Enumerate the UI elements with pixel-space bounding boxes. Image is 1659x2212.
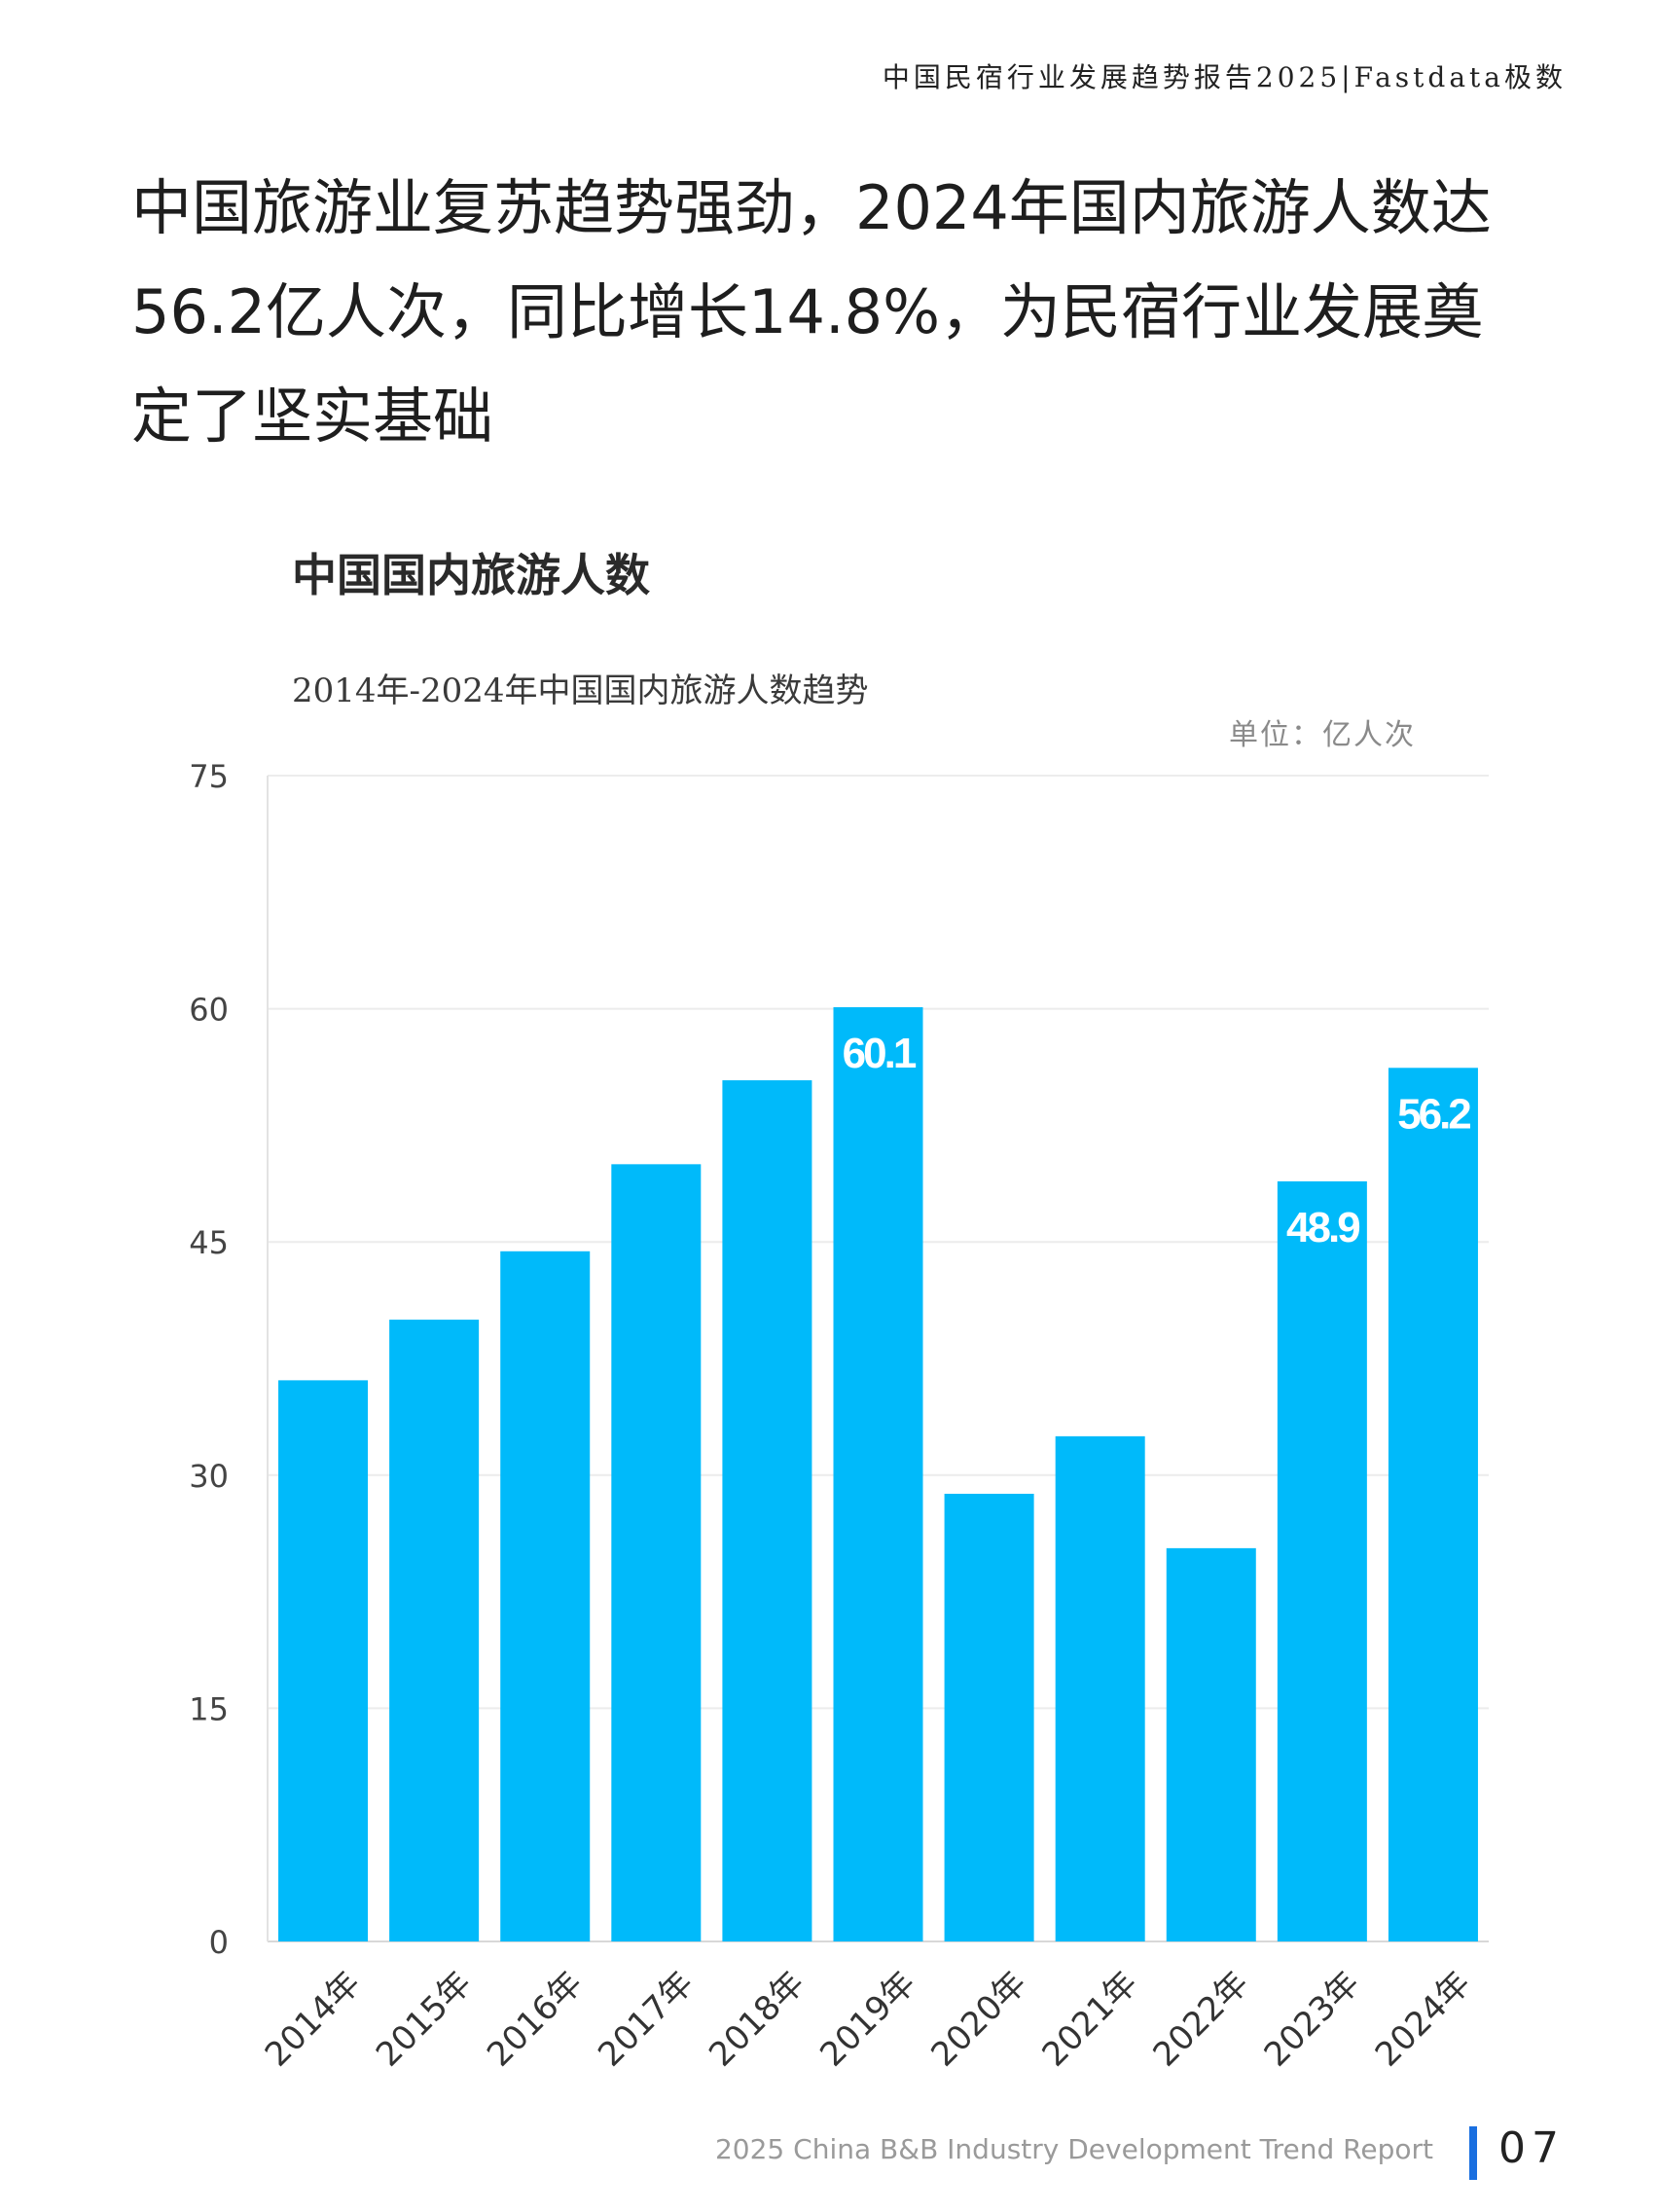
x-tick-label: 2016年 — [480, 1964, 591, 2075]
bar — [722, 1080, 812, 1941]
x-tick-label: 2020年 — [923, 1964, 1034, 2075]
bar — [833, 1007, 923, 1941]
page-number: 07 — [1498, 2123, 1565, 2173]
footer-accent-bar — [1469, 2126, 1477, 2180]
x-tick-label: 2019年 — [812, 1964, 923, 2075]
x-tick-label: 2021年 — [1035, 1964, 1146, 2075]
chart-title: 中国国内旅游人数 — [292, 549, 650, 601]
x-tick-label: 2014年 — [258, 1964, 369, 2075]
bar — [389, 1320, 480, 1941]
bar — [611, 1164, 702, 1941]
bar-data-label: 48.9 — [1286, 1204, 1359, 1251]
report-header: 中国民宿行业发展趋势报告2025|Fastdata极数 — [882, 61, 1567, 93]
bar-data-label: 56.2 — [1397, 1090, 1470, 1138]
x-tick-label: 2024年 — [1368, 1964, 1479, 2075]
bar — [1055, 1435, 1145, 1941]
y-tick-label: 0 — [209, 1924, 229, 1961]
y-tick-label: 75 — [189, 758, 229, 795]
x-tick-label: 2015年 — [369, 1964, 480, 2075]
bar — [500, 1251, 591, 1941]
y-tick-label: 60 — [189, 992, 229, 1029]
y-tick-label: 15 — [189, 1690, 229, 1727]
x-tick-label: 2018年 — [702, 1964, 812, 2075]
bar-data-label: 60.1 — [843, 1030, 917, 1077]
bar — [1277, 1180, 1367, 1941]
bar — [944, 1493, 1034, 1941]
y-tick-label: 45 — [189, 1224, 229, 1261]
chart-unit-label: 单位：亿人次 — [1229, 718, 1416, 752]
bar — [278, 1380, 369, 1941]
bar — [1388, 1068, 1478, 1941]
x-tick-label: 2023年 — [1257, 1964, 1368, 2075]
x-tick-label: 2022年 — [1146, 1964, 1257, 2075]
footer-report-title: 2025 China B&B Industry Development Tren… — [714, 2133, 1433, 2165]
y-tick-label: 30 — [189, 1458, 229, 1495]
bar — [1166, 1547, 1256, 1941]
page-headline: 中国旅游业复苏趋势强劲，2024年国内旅游人数达56.2亿人次，同比增长14.8… — [131, 172, 1492, 452]
x-tick-label: 2017年 — [591, 1964, 702, 2075]
chart-subtitle: 2014年-2024年中国国内旅游人数趋势 — [292, 671, 869, 710]
